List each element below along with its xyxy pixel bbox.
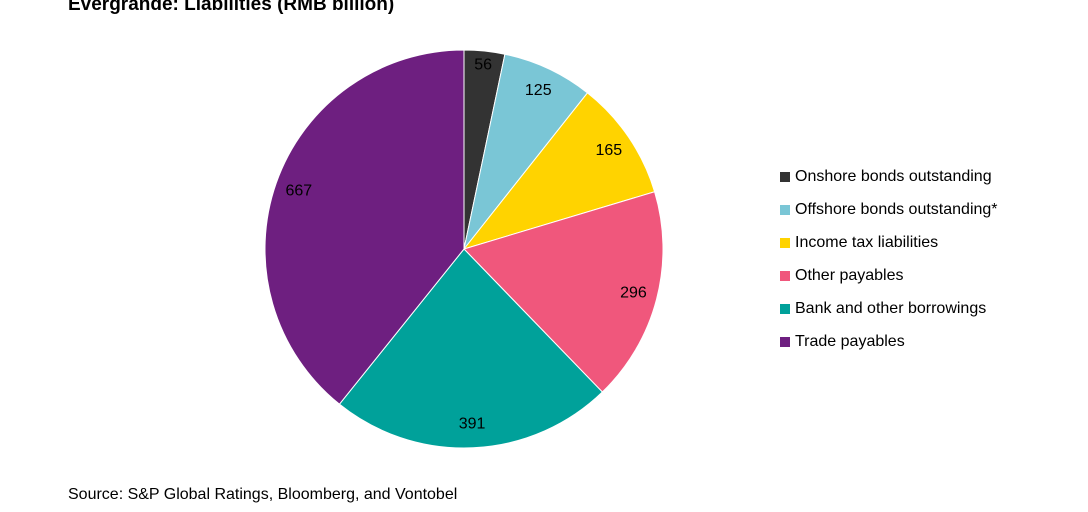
chart-legend: Onshore bonds outstanding Offshore bonds … [780, 166, 998, 364]
legend-swatch [780, 205, 790, 215]
legend-item: Offshore bonds outstanding* [780, 199, 998, 232]
slice-data-label: 296 [620, 285, 647, 302]
legend-item: Bank and other borrowings [780, 298, 998, 331]
legend-item: Onshore bonds outstanding [780, 166, 998, 199]
legend-swatch [780, 337, 790, 347]
slice-data-label: 667 [285, 182, 312, 199]
legend-item: Other payables [780, 265, 998, 298]
legend-label: Other payables [795, 267, 904, 284]
legend-swatch [780, 304, 790, 314]
chart-title: Evergrande: Liabilities (RMB billion) [68, 0, 395, 15]
legend-label: Offshore bonds outstanding* [795, 201, 998, 218]
pie-slice [462, 92, 656, 250]
legend-swatch [780, 172, 790, 182]
legend-swatch [780, 238, 790, 248]
slice-data-label: 165 [595, 142, 622, 159]
legend-label: Onshore bonds outstanding [795, 168, 992, 185]
source-note: Source: S&P Global Ratings, Bloomberg, a… [68, 486, 458, 503]
slice-data-label: 125 [525, 82, 552, 99]
slice-data-label: 391 [459, 415, 486, 432]
legend-label: Bank and other borrowings [795, 300, 987, 317]
pie-slice [338, 248, 604, 449]
legend-label: Trade payables [795, 333, 905, 350]
pie-slice [264, 49, 465, 405]
legend-item: Trade payables [780, 331, 998, 364]
legend-item: Income tax liabilities [780, 232, 998, 265]
legend-swatch [780, 271, 790, 281]
slice-data-label: 56 [474, 56, 492, 73]
pie-slice [463, 191, 664, 393]
legend-label: Income tax liabilities [795, 234, 939, 251]
